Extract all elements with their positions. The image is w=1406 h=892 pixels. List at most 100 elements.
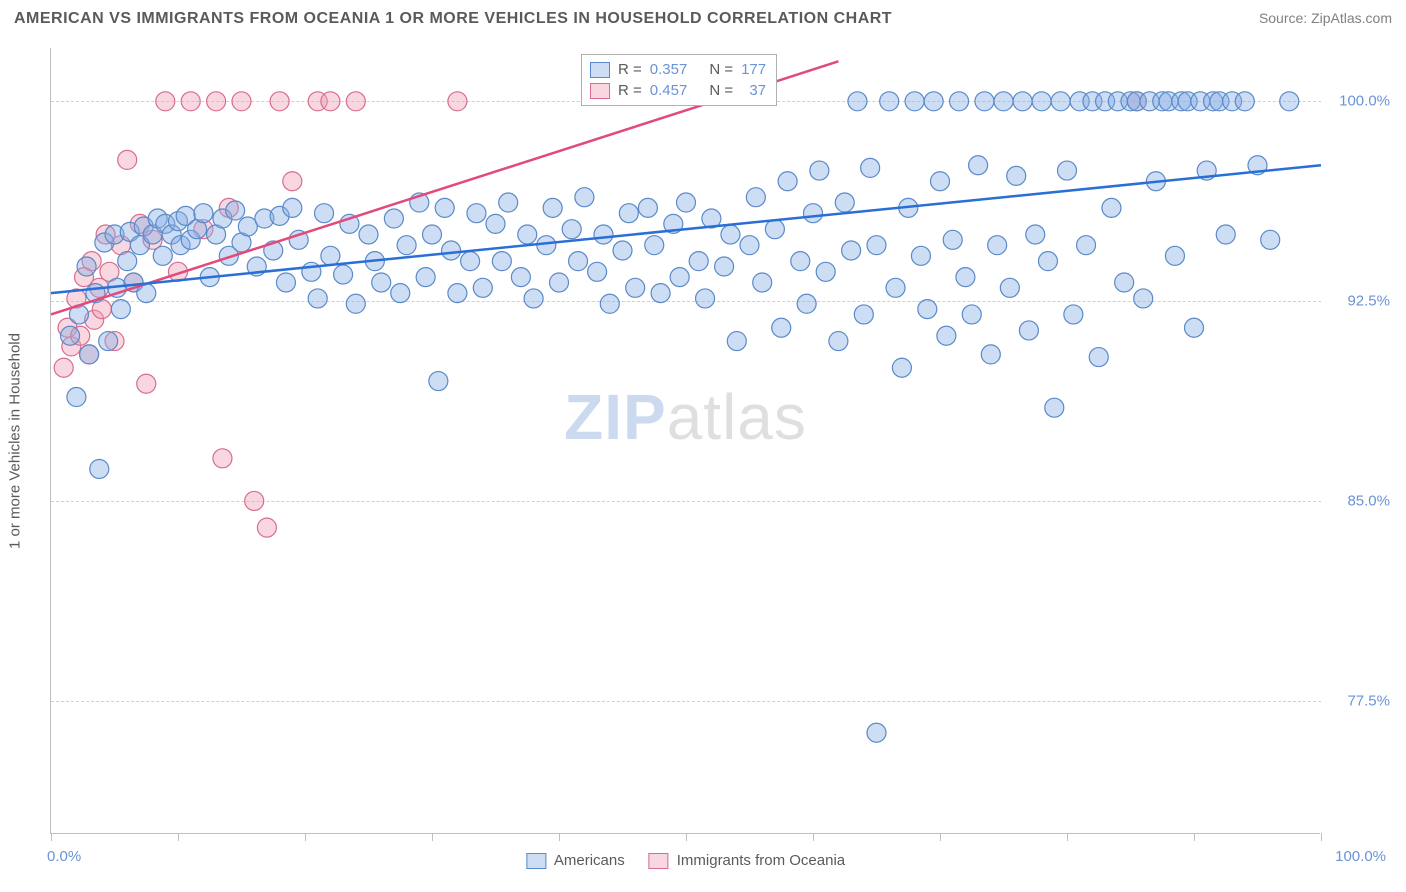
americans-point — [1261, 230, 1280, 249]
x-tick — [813, 833, 814, 841]
x-tick — [940, 833, 941, 841]
americans-point — [346, 294, 365, 313]
americans-point — [153, 246, 172, 265]
americans-point — [937, 326, 956, 345]
americans-point — [499, 193, 518, 212]
americans-point — [1032, 92, 1051, 111]
x-tick — [1321, 833, 1322, 841]
x-tick — [1194, 833, 1195, 841]
oceania-point — [448, 92, 467, 111]
legend-stats-row-oceania: R = 0.457 N = 37 — [590, 80, 766, 101]
x-tick — [305, 833, 306, 841]
americans-point — [1165, 246, 1184, 265]
legend-item-americans: Americans — [526, 852, 625, 869]
legend-item-oceania: Immigrants from Oceania — [649, 852, 845, 869]
americans-point — [77, 257, 96, 276]
americans-point — [391, 284, 410, 303]
oceania-point — [207, 92, 226, 111]
oceania-point — [137, 374, 156, 393]
legend-swatch-oceania-icon — [649, 853, 669, 869]
americans-point — [619, 204, 638, 223]
americans-point — [550, 273, 569, 292]
americans-point — [588, 262, 607, 281]
americans-point — [804, 204, 823, 223]
americans-point — [689, 252, 708, 271]
americans-point — [651, 284, 670, 303]
americans-point — [308, 289, 327, 308]
americans-point — [715, 257, 734, 276]
oceania-point — [54, 358, 73, 377]
y-axis-title: 1 or more Vehicles in Household — [7, 333, 24, 549]
americans-point — [524, 289, 543, 308]
americans-point — [962, 305, 981, 324]
oceania-point — [156, 92, 175, 111]
americans-point — [626, 278, 645, 297]
americans-point — [867, 236, 886, 255]
americans-point — [1064, 305, 1083, 324]
americans-point — [829, 332, 848, 351]
americans-point — [886, 278, 905, 297]
americans-point — [1280, 92, 1299, 111]
legend-swatch-americans — [590, 62, 610, 78]
oceania-point — [245, 491, 264, 510]
americans-point — [461, 252, 480, 271]
americans-point — [911, 246, 930, 265]
oceania-point — [232, 92, 251, 111]
americans-point — [435, 198, 454, 217]
americans-point — [950, 92, 969, 111]
americans-point — [315, 204, 334, 223]
x-tick — [1067, 833, 1068, 841]
americans-point — [562, 220, 581, 239]
americans-point — [1038, 252, 1057, 271]
legend-stats: R = 0.357 N = 177 R = 0.457 N = 37 — [581, 54, 777, 106]
americans-point — [67, 388, 86, 407]
americans-point — [1026, 225, 1045, 244]
americans-point — [1000, 278, 1019, 297]
americans-point — [359, 225, 378, 244]
americans-point — [111, 300, 130, 319]
oceania-point — [283, 172, 302, 191]
americans-point — [543, 198, 562, 217]
oceania-point — [257, 518, 276, 537]
americans-point — [594, 225, 613, 244]
americans-point — [569, 252, 588, 271]
americans-point — [1007, 166, 1026, 185]
americans-point — [90, 459, 109, 478]
plot-wrap: 1 or more Vehicles in Household 77.5%85.… — [50, 48, 1392, 834]
americans-point — [740, 236, 759, 255]
americans-point — [384, 209, 403, 228]
americans-point — [1235, 92, 1254, 111]
americans-point — [765, 220, 784, 239]
americans-point — [575, 188, 594, 207]
americans-point — [931, 172, 950, 191]
americans-point — [492, 252, 511, 271]
americans-point — [423, 225, 442, 244]
americans-point — [1051, 92, 1070, 111]
americans-point — [1102, 198, 1121, 217]
americans-point — [797, 294, 816, 313]
chart-title: AMERICAN VS IMMIGRANTS FROM OCEANIA 1 OR… — [14, 10, 892, 28]
americans-point — [994, 92, 1013, 111]
americans-point — [1077, 236, 1096, 255]
americans-point — [772, 318, 791, 337]
americans-point — [810, 161, 829, 180]
americans-point — [1013, 92, 1032, 111]
americans-point — [969, 156, 988, 175]
oceania-point — [321, 92, 340, 111]
americans-point — [638, 198, 657, 217]
americans-point — [746, 188, 765, 207]
americans-point — [1045, 398, 1064, 417]
americans-point — [613, 241, 632, 260]
x-tick — [686, 833, 687, 841]
americans-point — [321, 246, 340, 265]
americans-point — [1216, 225, 1235, 244]
americans-point — [905, 92, 924, 111]
americans-point — [861, 158, 880, 177]
americans-point — [956, 268, 975, 287]
americans-point — [943, 230, 962, 249]
americans-point — [880, 92, 899, 111]
americans-point — [753, 273, 772, 292]
oceania-point — [346, 92, 365, 111]
americans-point — [429, 372, 448, 391]
americans-point — [670, 268, 689, 287]
